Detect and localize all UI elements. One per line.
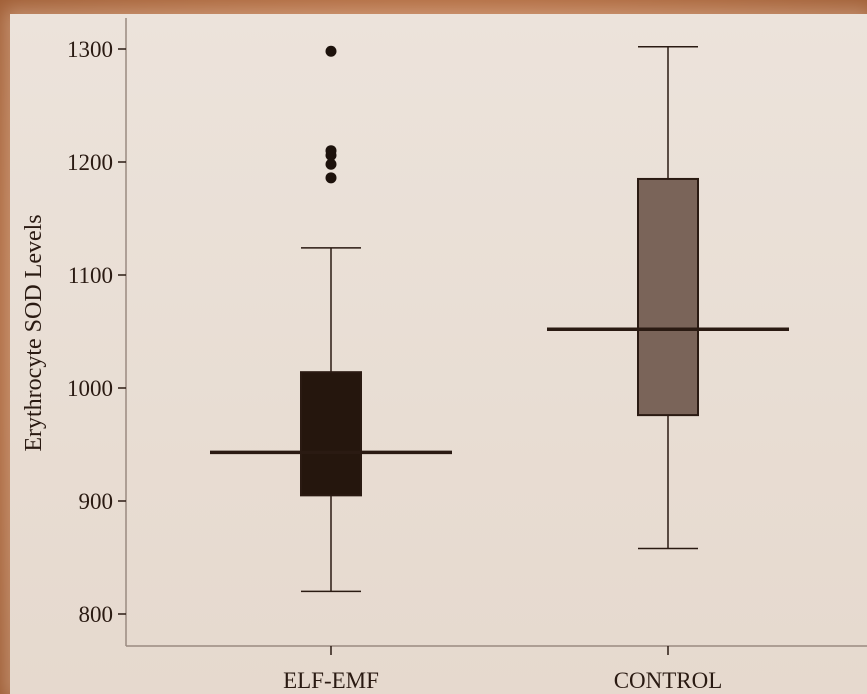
box-elf-emf	[210, 45, 452, 593]
outlier-point	[325, 172, 337, 184]
box-control	[547, 45, 789, 550]
outlier-point	[325, 145, 337, 157]
y-tick-label: 800	[79, 602, 114, 627]
iqr-box	[637, 177, 699, 417]
y-tick-label: 1100	[68, 263, 113, 288]
x-tick-label: ELF-EMF	[283, 668, 379, 693]
y-axis: 800 900 1000 1100 1200 1300	[67, 18, 127, 646]
outlier-point	[325, 45, 337, 57]
box-series	[210, 45, 789, 593]
y-axis-title: Erythrocyte SOD Levels	[21, 214, 47, 451]
y-tick-label: 1300	[67, 37, 113, 62]
y-tick-label: 900	[79, 489, 114, 514]
y-tick-label: 1200	[67, 150, 113, 175]
outlier-point	[325, 158, 337, 170]
plot-panel	[10, 14, 867, 694]
iqr-box	[300, 371, 362, 497]
x-axis: ELF-EMF CONTROL	[126, 645, 867, 693]
x-tick-label: CONTROL	[614, 668, 723, 693]
y-tick-label: 1000	[67, 376, 113, 401]
